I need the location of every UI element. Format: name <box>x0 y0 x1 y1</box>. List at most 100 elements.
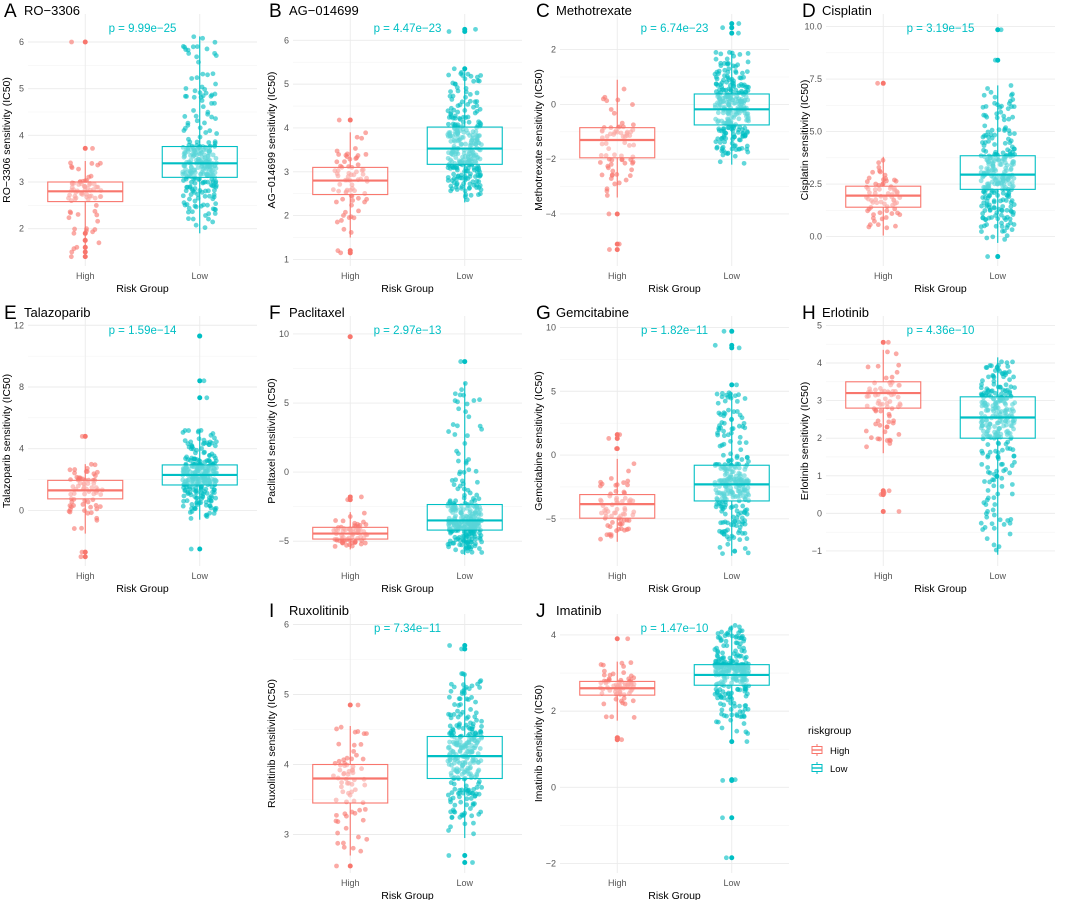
y-tick-label: 5 <box>817 320 822 330</box>
data-point <box>210 196 216 202</box>
data-point <box>351 172 357 178</box>
data-point <box>192 180 198 186</box>
x-tick-label: Low <box>456 571 473 581</box>
data-point <box>599 128 605 134</box>
y-tick-label: 5 <box>284 398 289 408</box>
data-point <box>721 328 727 334</box>
data-point <box>982 140 988 145</box>
data-point <box>737 52 743 57</box>
data-point <box>880 181 886 186</box>
x-axis-label: Risk Group <box>648 583 701 595</box>
data-point <box>610 168 616 174</box>
box-iqr <box>693 464 770 502</box>
y-tick-label: 3 <box>284 830 289 840</box>
data-point <box>468 707 473 712</box>
data-point <box>730 514 736 520</box>
data-point <box>357 807 363 813</box>
data-point <box>1000 178 1006 184</box>
data-point <box>1003 441 1009 447</box>
data-point <box>729 426 735 432</box>
data-point <box>979 448 985 454</box>
data-point <box>720 650 725 656</box>
data-point <box>469 813 475 819</box>
data-point <box>449 815 455 821</box>
data-point <box>183 456 188 461</box>
data-point <box>192 88 198 94</box>
data-point <box>613 128 619 134</box>
outlier-point <box>82 145 88 151</box>
data-point <box>713 81 719 87</box>
data-point <box>1007 470 1013 476</box>
data-point <box>724 534 730 540</box>
data-point <box>194 75 200 81</box>
data-point <box>192 203 198 209</box>
data-point <box>356 834 361 840</box>
data-point <box>192 198 198 204</box>
data-point <box>721 126 726 132</box>
data-point <box>717 140 723 145</box>
data-point <box>982 133 987 139</box>
data-point <box>616 526 622 532</box>
data-point <box>1009 227 1015 233</box>
x-tick-label: High <box>608 878 627 888</box>
x-axis-label: Risk Group <box>116 583 169 595</box>
data-point <box>473 541 478 547</box>
data-point <box>452 534 458 540</box>
x-axis-label: Risk Group <box>648 283 701 295</box>
data-point <box>1004 225 1010 230</box>
data-point <box>462 194 468 200</box>
data-point <box>449 97 455 102</box>
data-point <box>446 694 452 700</box>
box-iqr <box>426 126 503 165</box>
data-point <box>204 46 210 52</box>
panel-e: 0 4 8 12 High Low Risk Group Talazoparib sensit… <box>1 303 257 595</box>
outlier-point <box>614 247 620 253</box>
data-point <box>468 796 474 801</box>
data-point <box>732 134 737 140</box>
data-point <box>193 113 199 119</box>
y-axis-label: Talazoparib sensitivity (IC50) <box>1 374 13 508</box>
data-point <box>719 442 725 448</box>
panel-letter: G <box>536 303 551 324</box>
data-point <box>200 71 206 77</box>
outlier-point <box>82 549 88 555</box>
data-point <box>736 137 742 143</box>
outlier-point <box>880 492 886 498</box>
data-point <box>896 362 902 368</box>
y-tick-label: 10.0 <box>804 22 822 32</box>
data-point <box>468 73 474 79</box>
data-point <box>999 447 1005 453</box>
data-point <box>76 166 81 172</box>
y-axis-label: Gemcitabine sensitivity (IC50) <box>533 371 545 510</box>
data-point <box>894 369 900 375</box>
p-value-label: p = 1.47e−10 <box>641 623 709 635</box>
data-point <box>454 448 460 454</box>
x-axis-label: Risk Group <box>116 283 169 295</box>
data-point <box>629 167 635 173</box>
data-point <box>628 660 634 666</box>
data-point <box>739 415 745 421</box>
data-point <box>992 100 998 106</box>
panel-letter: C <box>536 1 550 22</box>
data-point <box>984 497 990 503</box>
data-point <box>722 139 728 145</box>
y-tick-label: −5 <box>279 536 289 546</box>
data-point <box>349 202 354 208</box>
data-point <box>336 741 342 747</box>
data-point <box>82 508 87 513</box>
data-point <box>195 165 201 171</box>
data-point <box>985 509 990 514</box>
data-point <box>985 454 991 460</box>
data-point <box>474 103 480 109</box>
data-point <box>982 123 988 129</box>
data-point <box>995 450 1001 456</box>
data-point <box>896 509 902 514</box>
data-point <box>453 129 458 135</box>
data-point <box>996 206 1002 212</box>
data-point <box>978 165 984 170</box>
data-point <box>92 208 98 214</box>
data-point <box>722 504 728 510</box>
data-point <box>725 520 730 526</box>
data-point <box>468 140 474 146</box>
outlier-point <box>347 863 353 869</box>
